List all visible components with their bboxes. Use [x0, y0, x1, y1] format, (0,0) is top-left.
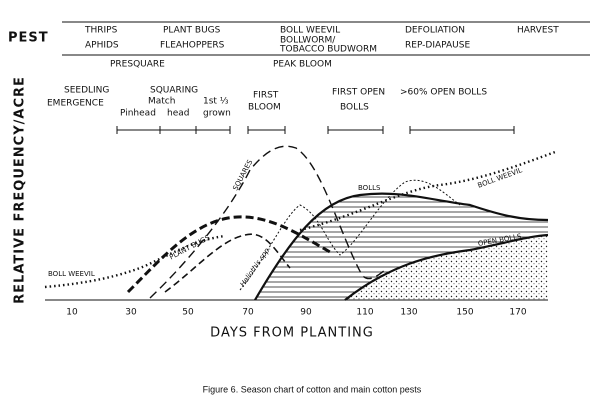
growth-stage: FIRST OPEN	[332, 88, 385, 98]
growth-stage: grown	[203, 109, 231, 119]
growth-stage: 1st ⅓	[203, 97, 229, 107]
caption: Figure 6. Season chart of cotton and mai…	[203, 384, 422, 394]
x-tick-label: 10	[66, 308, 78, 318]
x-tick-label: 70	[242, 308, 254, 318]
x-tick-label: 150	[456, 308, 473, 318]
pest-label: PEST	[8, 31, 49, 46]
curve-label: BOLL WEEVIL	[477, 166, 524, 190]
growth-stage: FIRST	[253, 91, 279, 101]
pest: BOLL WEEVIL	[280, 26, 340, 36]
growth-stage: head	[167, 109, 189, 119]
growth-stage: Pinhead	[120, 109, 156, 119]
pest: REP-DIAPAUSE	[405, 41, 470, 51]
growth-stage: SQUARING	[150, 86, 198, 96]
x-ticks: 10 30 50 70 90 110 130 150 170	[66, 308, 527, 318]
growth-stage: >60% OPEN BOLLS	[400, 88, 487, 98]
pest: PLANT BUGS	[163, 26, 221, 36]
x-tick-label: 130	[400, 308, 417, 318]
pest: DEFOLIATION	[405, 26, 465, 36]
x-tick-label: 30	[125, 308, 137, 318]
x-tick-label: 50	[182, 308, 194, 318]
x-tick-label: 110	[356, 308, 373, 318]
stage-brackets	[116, 126, 515, 134]
open-bolls-area	[345, 235, 548, 300]
curve-label: SQUARES	[231, 158, 254, 192]
pest: APHIDS	[85, 41, 119, 51]
stage: PEAK BLOOM	[273, 60, 332, 70]
curve-label: BOLL WEEVIL	[48, 270, 95, 278]
pest: HARVEST	[517, 26, 559, 36]
growth-stage: SEEDLING	[64, 86, 109, 96]
pest: FLEAHOPPERS	[160, 41, 225, 51]
growth-stage: Match	[148, 97, 175, 107]
x-axis-label: DAYS FROM PLANTING	[210, 326, 374, 341]
pest: THRIPS	[84, 26, 118, 36]
growth-stage: BLOOM	[248, 103, 281, 113]
curve-label: BOLLS	[358, 184, 381, 192]
y-axis-label: RELATIVE FREQUENCY/ACRE	[13, 76, 28, 304]
growth-stage: BOLLS	[340, 103, 369, 113]
pest: TOBACCO BUDWORM	[279, 45, 377, 55]
pest: BOLLWORM/	[280, 36, 336, 46]
curves	[44, 145, 556, 301]
stage: PRESQUARE	[110, 60, 165, 70]
x-tick-label: 90	[300, 308, 312, 318]
x-tick-label: 170	[509, 308, 526, 318]
growth-stage: EMERGENCE	[47, 99, 104, 109]
